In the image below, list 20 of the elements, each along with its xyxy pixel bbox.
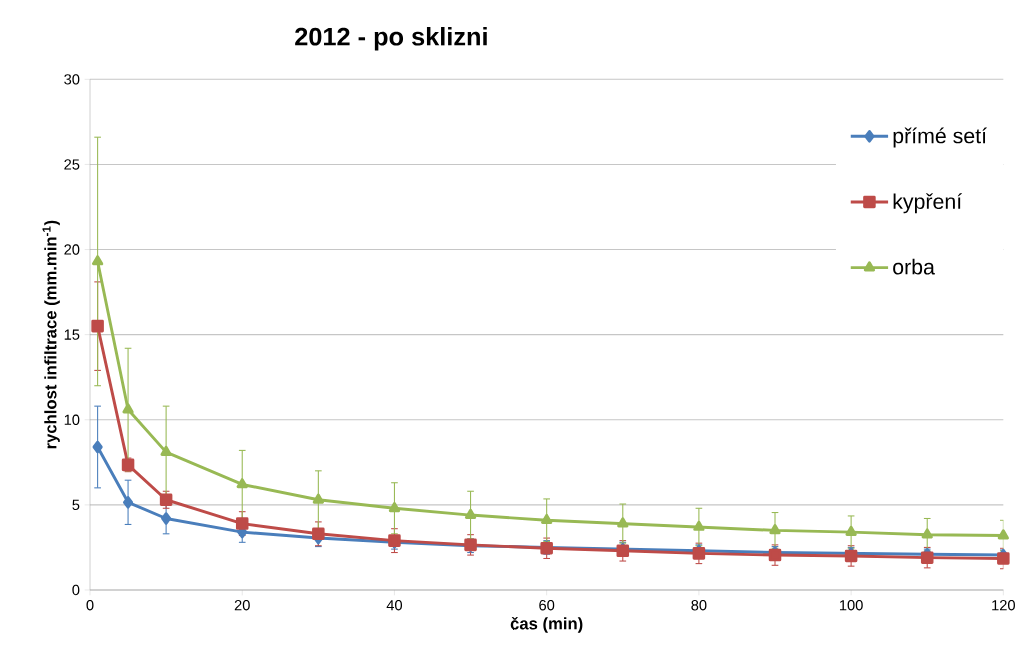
x-tick-label: 20 bbox=[234, 600, 250, 611]
legend-label: orba bbox=[893, 258, 935, 275]
legend-label: kypření bbox=[893, 193, 963, 214]
x-tick-label: 80 bbox=[691, 600, 707, 611]
y-tick-label: 0 bbox=[72, 584, 80, 596]
x-tick-label: 0 bbox=[86, 600, 94, 611]
y-tick-label: 20 bbox=[64, 244, 80, 255]
x-tick-label: 100 bbox=[839, 600, 863, 611]
y-tick-label: 15 bbox=[64, 329, 80, 340]
legend-label: přímé setí bbox=[893, 127, 987, 148]
x-tick-label: 60 bbox=[539, 600, 555, 611]
y-tick-label: 30 bbox=[64, 74, 80, 85]
y-tick-label: 5 bbox=[72, 499, 80, 510]
y-tick-label: 25 bbox=[64, 159, 80, 170]
x-tick-label: 40 bbox=[386, 600, 403, 611]
x-tick-label: 120 bbox=[992, 600, 1015, 611]
y-axis-title: rychlost infiltrace (mm.min$^{-1}$) bbox=[42, 220, 60, 449]
y-tick-label: 10 bbox=[64, 414, 80, 425]
chart-title: 2012 - po sklizni bbox=[295, 27, 487, 51]
x-axis-title: čas (min) bbox=[510, 616, 583, 633]
